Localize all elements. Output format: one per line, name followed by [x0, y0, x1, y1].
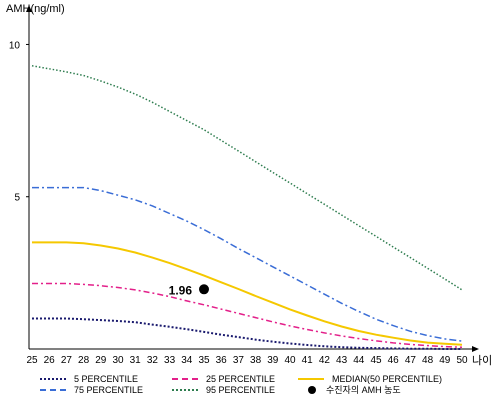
series-line-median-50-percentile [32, 241, 463, 346]
x-tick-label: 38 [250, 355, 262, 366]
x-axis-arrow [472, 346, 479, 352]
x-tick-label: 33 [164, 355, 176, 366]
legend-item-p95: 95 PERCENTILE [172, 384, 275, 395]
series-line-75-percentile [32, 186, 463, 342]
x-tick-label: 43 [336, 355, 348, 366]
ticks: 25 26 27 28 29 30 31 32 33 34 35 36 37 38 39 40 41 42 43 44… [9, 40, 468, 366]
x-tick-label: 37 [233, 355, 245, 366]
x-tick-label: 48 [422, 355, 434, 366]
x-tick-label: 31 [130, 355, 142, 366]
legend-item-p75: 75 PERCENTILE [40, 384, 143, 395]
series-lines [31, 65, 463, 350]
legend-label-p5: 5 PERCENTILE [74, 373, 139, 384]
series-line-25-percentile [32, 282, 463, 348]
series-line-95-percentile [31, 65, 463, 291]
x-tick-label: 39 [267, 355, 279, 366]
legend-swatch-p95 [172, 388, 198, 391]
x-tick-label: 42 [319, 355, 331, 366]
y-axis-title: AMH(ng/ml) [6, 3, 65, 15]
legend-marker-patient [308, 385, 316, 394]
x-tick-label: 44 [353, 355, 365, 366]
legend-item-patient: 수진자의 AMH 농도 [298, 384, 401, 395]
patient-points: 1.96 [169, 283, 209, 297]
x-tick-label: 30 [112, 355, 124, 366]
y-axis-arrow [26, 5, 32, 12]
x-tick-label: 47 [405, 355, 417, 366]
legend-label-p95: 95 PERCENTILE [206, 384, 276, 395]
x-tick-label: 25 [26, 355, 38, 366]
y-tick-label: 10 [9, 40, 21, 51]
x-tick-label: 36 [216, 355, 228, 366]
legend-swatch-p25 [172, 377, 198, 380]
legend-item-median: MEDIAN(50 PERCENTILE) [298, 373, 442, 384]
x-axis-title: 나이 [472, 354, 492, 367]
legend-swatch-median [298, 377, 324, 380]
axes: AMH(ng/ml) 나이 [6, 3, 492, 367]
x-tick-label: 46 [388, 355, 400, 366]
legend-label-median: MEDIAN(50 PERCENTILE) [332, 373, 443, 384]
x-tick-label: 49 [439, 355, 451, 366]
x-tick-label: 29 [95, 355, 107, 366]
legend-label-patient: 수진자의 AMH 농도 [326, 385, 401, 395]
x-tick-label: 41 [302, 355, 314, 366]
x-tick-label: 40 [284, 355, 296, 366]
x-tick-label: 28 [78, 355, 90, 366]
x-tick-label: 35 [198, 355, 210, 366]
legend-item-p25: 25 PERCENTILE [172, 373, 275, 384]
x-tick-label: 32 [147, 355, 159, 366]
x-tick-label: 34 [181, 355, 193, 366]
y-tick-label: 5 [14, 193, 20, 204]
patient-amh-value-label: 1.96 [169, 283, 193, 297]
legend-swatch-p75 [40, 388, 66, 391]
patient-amh-point [199, 284, 209, 295]
legend-label-p25: 25 PERCENTILE [206, 373, 276, 384]
legend-item-p5: 5 PERCENTILE [40, 373, 138, 384]
chart-legend: 5 PERCENTILE 75 PERCENTILE 25 PERCENTILE… [40, 373, 480, 397]
legend-swatch-p5 [40, 377, 66, 380]
x-tick-label: 27 [61, 355, 73, 366]
legend-label-p75: 75 PERCENTILE [74, 384, 144, 395]
x-tick-label: 26 [44, 355, 56, 366]
x-tick-label: 45 [370, 355, 382, 366]
x-tick-label: 50 [456, 355, 468, 366]
series-line-5-percentile [32, 317, 462, 350]
